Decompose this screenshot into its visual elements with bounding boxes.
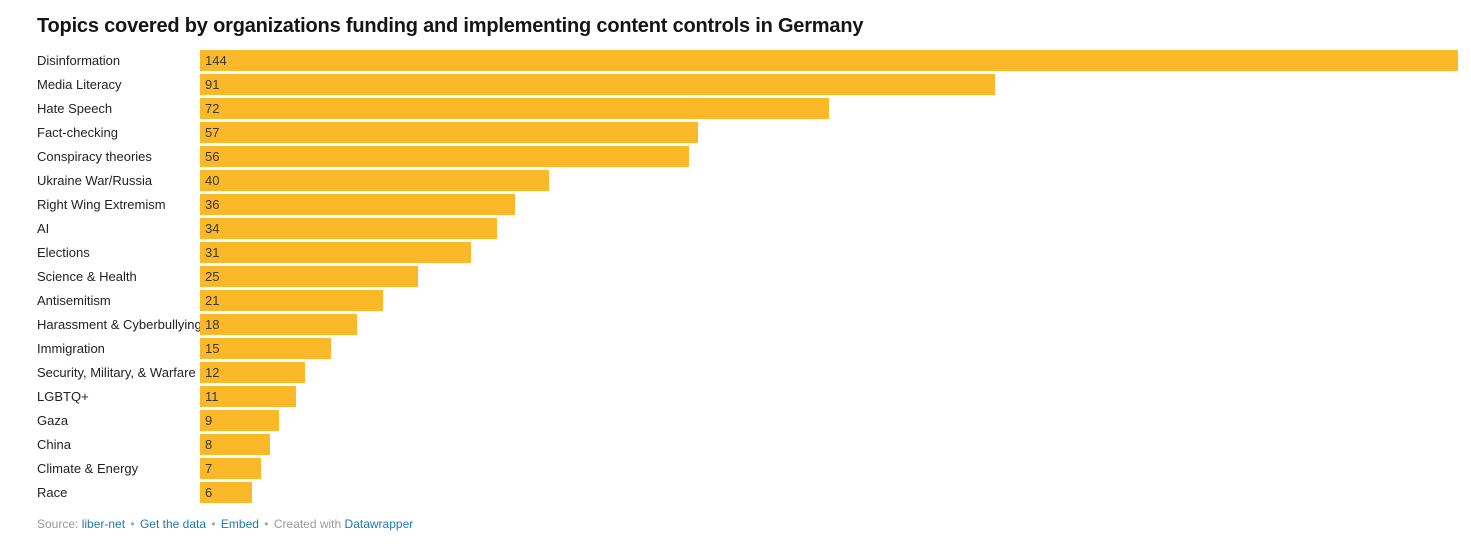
value-label: 57 bbox=[205, 124, 220, 140]
category-label: Race bbox=[37, 484, 68, 500]
value-label: 31 bbox=[205, 244, 220, 260]
chart-rows: Disinformation 144 Media Literacy 91 Hate Sp… bbox=[0, 48, 1471, 504]
category-label: Security, Military, & Warfare bbox=[37, 364, 196, 380]
bar: 57 bbox=[200, 121, 698, 143]
value-label: 40 bbox=[205, 172, 220, 188]
bar-row: Harassment & Cyberbullying 18 bbox=[0, 312, 1471, 336]
category-label: LGBTQ+ bbox=[37, 388, 89, 404]
bar-row: China 8 bbox=[0, 432, 1471, 456]
value-label: 7 bbox=[205, 460, 213, 476]
chart-title: Topics covered by organizations funding … bbox=[37, 15, 864, 37]
bar-row: Hate Speech 72 bbox=[0, 96, 1471, 120]
category-label: Fact-checking bbox=[37, 124, 118, 140]
bar-row: Immigration 15 bbox=[0, 336, 1471, 360]
value-label: 15 bbox=[205, 340, 220, 356]
bar: 7 bbox=[200, 457, 261, 479]
bar-row: Disinformation 144 bbox=[0, 48, 1471, 72]
bar: 9 bbox=[200, 409, 279, 431]
bar-row: Antisemitism 21 bbox=[0, 288, 1471, 312]
category-label: China bbox=[37, 436, 71, 452]
source-link[interactable]: liber-net bbox=[81, 517, 126, 531]
category-label: Media Literacy bbox=[37, 76, 122, 92]
embed-link[interactable]: Embed bbox=[220, 517, 259, 531]
bar: 25 bbox=[200, 265, 418, 287]
bar-chart: Topics covered by organizations funding … bbox=[0, 14, 1471, 545]
value-label: 9 bbox=[205, 412, 213, 428]
bar-row: Elections 31 bbox=[0, 240, 1471, 264]
bar-row: Media Literacy 91 bbox=[0, 72, 1471, 96]
bar: 40 bbox=[200, 169, 549, 191]
bar-row: Ukraine War/Russia 40 bbox=[0, 168, 1471, 192]
value-label: 18 bbox=[205, 316, 220, 332]
value-label: 144 bbox=[205, 52, 227, 68]
value-label: 72 bbox=[205, 100, 220, 116]
chart-footer: Source: liber-net • Get the data • Embed… bbox=[37, 517, 1471, 531]
bar-row: Science & Health 25 bbox=[0, 264, 1471, 288]
bar-row: Climate & Energy 7 bbox=[0, 456, 1471, 480]
value-label: 12 bbox=[205, 364, 220, 380]
bar: 91 bbox=[200, 73, 995, 95]
bar-row: AI 34 bbox=[0, 216, 1471, 240]
category-label: Harassment & Cyberbullying bbox=[37, 316, 202, 332]
bar-row: Gaza 9 bbox=[0, 408, 1471, 432]
bar: 6 bbox=[200, 481, 252, 503]
bar: 8 bbox=[200, 433, 270, 455]
value-label: 21 bbox=[205, 292, 220, 308]
category-label: AI bbox=[37, 220, 50, 236]
category-label: Elections bbox=[37, 244, 90, 260]
category-label: Immigration bbox=[37, 340, 105, 356]
bar-row: LGBTQ+ 11 bbox=[0, 384, 1471, 408]
datawrapper-link[interactable]: Datawrapper bbox=[344, 517, 414, 531]
bar: 34 bbox=[200, 217, 497, 239]
bar: 56 bbox=[200, 145, 689, 167]
bar-row: Race 6 bbox=[0, 480, 1471, 504]
bar: 12 bbox=[200, 361, 305, 383]
value-label: 8 bbox=[205, 436, 213, 452]
category-label: Climate & Energy bbox=[37, 460, 139, 476]
category-label: Antisemitism bbox=[37, 292, 111, 308]
bar: 21 bbox=[200, 289, 383, 311]
bar-row: Conspiracy theories 56 bbox=[0, 144, 1471, 168]
value-label: 36 bbox=[205, 196, 220, 212]
footer-separator: • bbox=[264, 517, 269, 531]
value-label: 11 bbox=[205, 388, 219, 404]
value-label: 34 bbox=[205, 220, 220, 236]
bar: 18 bbox=[200, 313, 357, 335]
bar: 31 bbox=[200, 241, 471, 263]
created-with-label: Created with bbox=[273, 517, 342, 531]
bar: 144 bbox=[200, 49, 1458, 71]
bar-row: Security, Military, & Warfare 12 bbox=[0, 360, 1471, 384]
bar: 15 bbox=[200, 337, 331, 359]
category-label: Gaza bbox=[37, 412, 69, 428]
footer-separator: • bbox=[211, 517, 216, 531]
value-label: 56 bbox=[205, 148, 220, 164]
bar: 72 bbox=[200, 97, 829, 119]
value-label: 6 bbox=[205, 484, 213, 500]
value-label: 25 bbox=[205, 268, 220, 284]
value-label: 91 bbox=[205, 76, 220, 92]
bar: 11 bbox=[200, 385, 296, 407]
category-label: Right Wing Extremism bbox=[37, 196, 166, 212]
source-label: Source: bbox=[37, 517, 79, 531]
footer-separator: • bbox=[130, 517, 135, 531]
category-label: Science & Health bbox=[37, 268, 137, 284]
bar-row: Fact-checking 57 bbox=[0, 120, 1471, 144]
get-data-link[interactable]: Get the data bbox=[139, 517, 206, 531]
category-label: Ukraine War/Russia bbox=[37, 172, 153, 188]
category-label: Disinformation bbox=[37, 52, 121, 68]
bar-row: Right Wing Extremism 36 bbox=[0, 192, 1471, 216]
category-label: Conspiracy theories bbox=[37, 148, 152, 164]
bar: 36 bbox=[200, 193, 515, 215]
category-label: Hate Speech bbox=[37, 100, 113, 116]
